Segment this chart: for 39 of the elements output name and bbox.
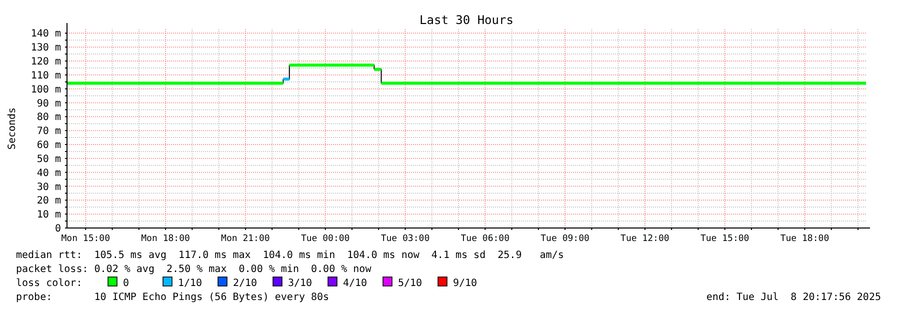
y-tick-label: 20 m <box>36 196 61 207</box>
text: packet loss: 0.02 % avg 2.50 % max 0.00 % min 0.00 % now <box>16 264 372 275</box>
legend-label: 4/10 <box>343 278 368 289</box>
legend-label: 9/10 <box>453 278 478 289</box>
y-tick-label: 70 m <box>36 126 61 138</box>
x-tick-label: Tue 18:00 <box>780 234 830 244</box>
chart-title: Last 30 Hours <box>420 13 514 27</box>
legend-label: 0 <box>123 278 130 289</box>
x-tick-label: Mon 21:00 <box>221 234 270 244</box>
legend-title: loss color: <box>16 278 82 289</box>
x-tick-label: Tue 00:00 <box>300 234 350 244</box>
legend-label: 5/10 <box>398 278 422 289</box>
text: median rtt: 105.5 ms avg 117.0 ms max 104.0 ms min 104.0 ms now 4.1 ms sd 25.9 am/s <box>16 250 564 261</box>
y-tick-label: 110 m <box>30 70 61 82</box>
y-tick-label: 60 m <box>36 140 61 152</box>
text: probe: 10 ICMP Echo Pings (56 Bytes) every 80s <box>16 292 330 303</box>
y-tick-label: 0 <box>54 224 61 234</box>
x-tick-label: Tue 15:00 <box>700 234 750 244</box>
legend-label: 3/10 <box>288 278 312 289</box>
y-tick-label: 10 m <box>36 210 61 221</box>
y-axis-title: Seconds <box>7 107 18 150</box>
x-tick-label: Tue 12:00 <box>620 234 670 244</box>
x-tick-label: Tue 03:00 <box>380 234 430 244</box>
x-tick-label: Tue 09:00 <box>540 234 590 244</box>
x-tick-label: Tue 06:00 <box>460 234 510 244</box>
legend-label: 2/10 <box>233 278 258 289</box>
y-tick-label: 50 m <box>36 154 61 165</box>
y-tick-label: 140 m <box>30 28 61 40</box>
y-tick-label: 40 m <box>36 168 61 179</box>
x-tick-label: Mon 15:00 <box>61 234 110 244</box>
y-tick-label: 30 m <box>36 182 61 193</box>
x-tick-label: Mon 18:00 <box>141 234 190 244</box>
y-tick-label: 80 m <box>36 112 61 124</box>
text: end: Tue Jul 8 20:17:56 2025 <box>706 292 881 303</box>
y-tick-label: 120 m <box>30 56 61 68</box>
legend-label: 1/10 <box>178 278 202 289</box>
y-tick-label: 90 m <box>36 98 61 110</box>
y-tick-label: 130 m <box>30 42 61 54</box>
y-tick-label: 100 m <box>30 84 61 96</box>
